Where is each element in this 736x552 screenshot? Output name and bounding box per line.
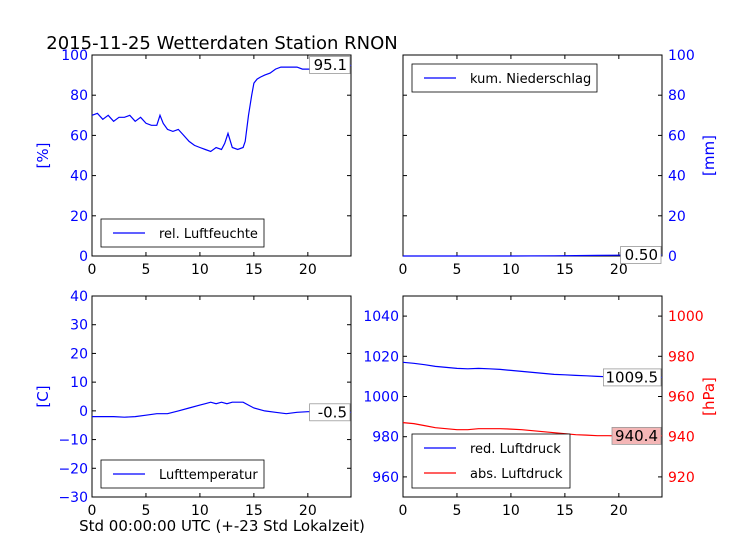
y-tick-label: −30 [58,490,88,506]
y-tick-label: 60 [70,128,88,144]
y-tick-label: 20 [668,209,686,225]
y-axis-label: [%] [34,143,52,169]
end-value-box [309,403,351,422]
legend-box [411,433,571,489]
end-value-box [611,426,662,445]
legend-entry: kum. Niederschlag [470,72,591,87]
y-right-tick-label: 960 [668,390,695,406]
panel-precipitation: 0 5 10 15 20 0 20 40 60 80 100 [mm] 0.50 kum. Nieders… [399,48,718,278]
y-tick-label: 1020 [363,349,399,365]
x-tick-label: 10 [502,262,520,278]
end-value-label: 940.4 [615,427,658,445]
y-tick-label: 80 [668,88,686,104]
y-tick-label: 20 [70,346,88,362]
panel-temperature: 0 5 10 15 20 −30 −20 −10 0 10 20 30 40 [C] -0.5 Lufttem… [34,289,352,519]
end-value-box [603,368,662,387]
x-tick-label: 15 [556,503,574,519]
x-tick-label: 10 [191,503,209,519]
end-value-label: 95.1 [314,56,347,74]
end-value-label: 1009.5 [606,368,659,386]
y-tick-label: 980 [372,430,399,446]
series-line-rel-luftfeuchte [91,64,352,153]
y-tick-label: 100 [61,48,88,64]
y-right-tick-label: 920 [668,470,695,486]
series-line-lufttemperatur [92,401,351,418]
end-value-box [309,56,351,74]
legend-entry: abs. Luftdruck [470,467,563,482]
y-tick-label: 40 [70,289,88,305]
x-tick-label: 0 [88,503,97,519]
legend-entry: red. Luftdruck [470,442,561,457]
y-tick-label: 10 [70,375,88,391]
y-tick-label: 60 [668,128,686,144]
x-tick-label: 5 [141,262,150,278]
x-tick-label: 20 [610,503,628,519]
y-right-tick-label: 940 [668,430,695,446]
y-tick-label: −10 [58,433,88,449]
y-tick-label: 40 [668,169,686,185]
y-right-tick-label: 980 [668,349,695,365]
y-axis-label: [C] [34,385,52,407]
end-value-box [620,246,662,264]
x-tick-label: 20 [299,503,317,519]
y-right-tick-label: 1000 [668,309,704,325]
x-tick-label: 5 [452,503,461,519]
x-tick-label: 5 [141,503,150,519]
y-tick-label: 30 [70,318,88,334]
x-tick-label: 15 [556,262,574,278]
panel-humidity: 0 5 10 15 20 0 20 40 60 80 100 [%] 95.1 rel. Luftfeuc… [34,48,352,278]
y-tick-label: 0 [79,249,88,265]
y-tick-label: 100 [668,48,695,64]
x-tick-label: 5 [452,262,461,278]
panel-pressure: 0 5 10 15 20 960 980 1000 1020 1040 920 940 960 980 10… [363,295,718,519]
y-tick-label: 0 [79,404,88,420]
x-tick-label: 0 [399,503,408,519]
x-tick-label: 10 [191,262,209,278]
y-tick-label: 40 [70,169,88,185]
legend-entry: Lufttemperatur [159,468,258,483]
x-tick-label: 0 [88,262,97,278]
y-tick-label: 0 [668,249,677,265]
y-axis-label: [mm] [700,135,718,176]
x-tick-label: 0 [399,262,408,278]
x-tick-label: 15 [245,262,263,278]
y-tick-label: 20 [70,209,88,225]
figure-title: 2015-11-25 Wetterdaten Station RNON [46,33,397,54]
end-value-label: -0.5 [318,403,347,421]
axes-frame [91,295,352,498]
y-tick-label: 1000 [363,390,399,406]
x-tick-label: 20 [610,262,628,278]
legend-entry: rel. Luftfeuchte [159,227,258,242]
y-tick-label: 1040 [363,309,399,325]
y-tick-label: 80 [70,88,88,104]
y-tick-label: −20 [58,461,88,477]
y-axis-label: [hPa] [700,377,718,416]
y-tick-label: 960 [372,470,399,486]
x-tick-label: 10 [502,503,520,519]
end-value-label: 0.50 [625,246,658,264]
x-tick-label: 20 [299,262,317,278]
x-tick-label: 15 [245,503,263,519]
figure-xlabel: Std 00:00:00 UTC (+-23 Std Lokalzeit) [79,517,365,535]
axes-frame [91,54,352,257]
